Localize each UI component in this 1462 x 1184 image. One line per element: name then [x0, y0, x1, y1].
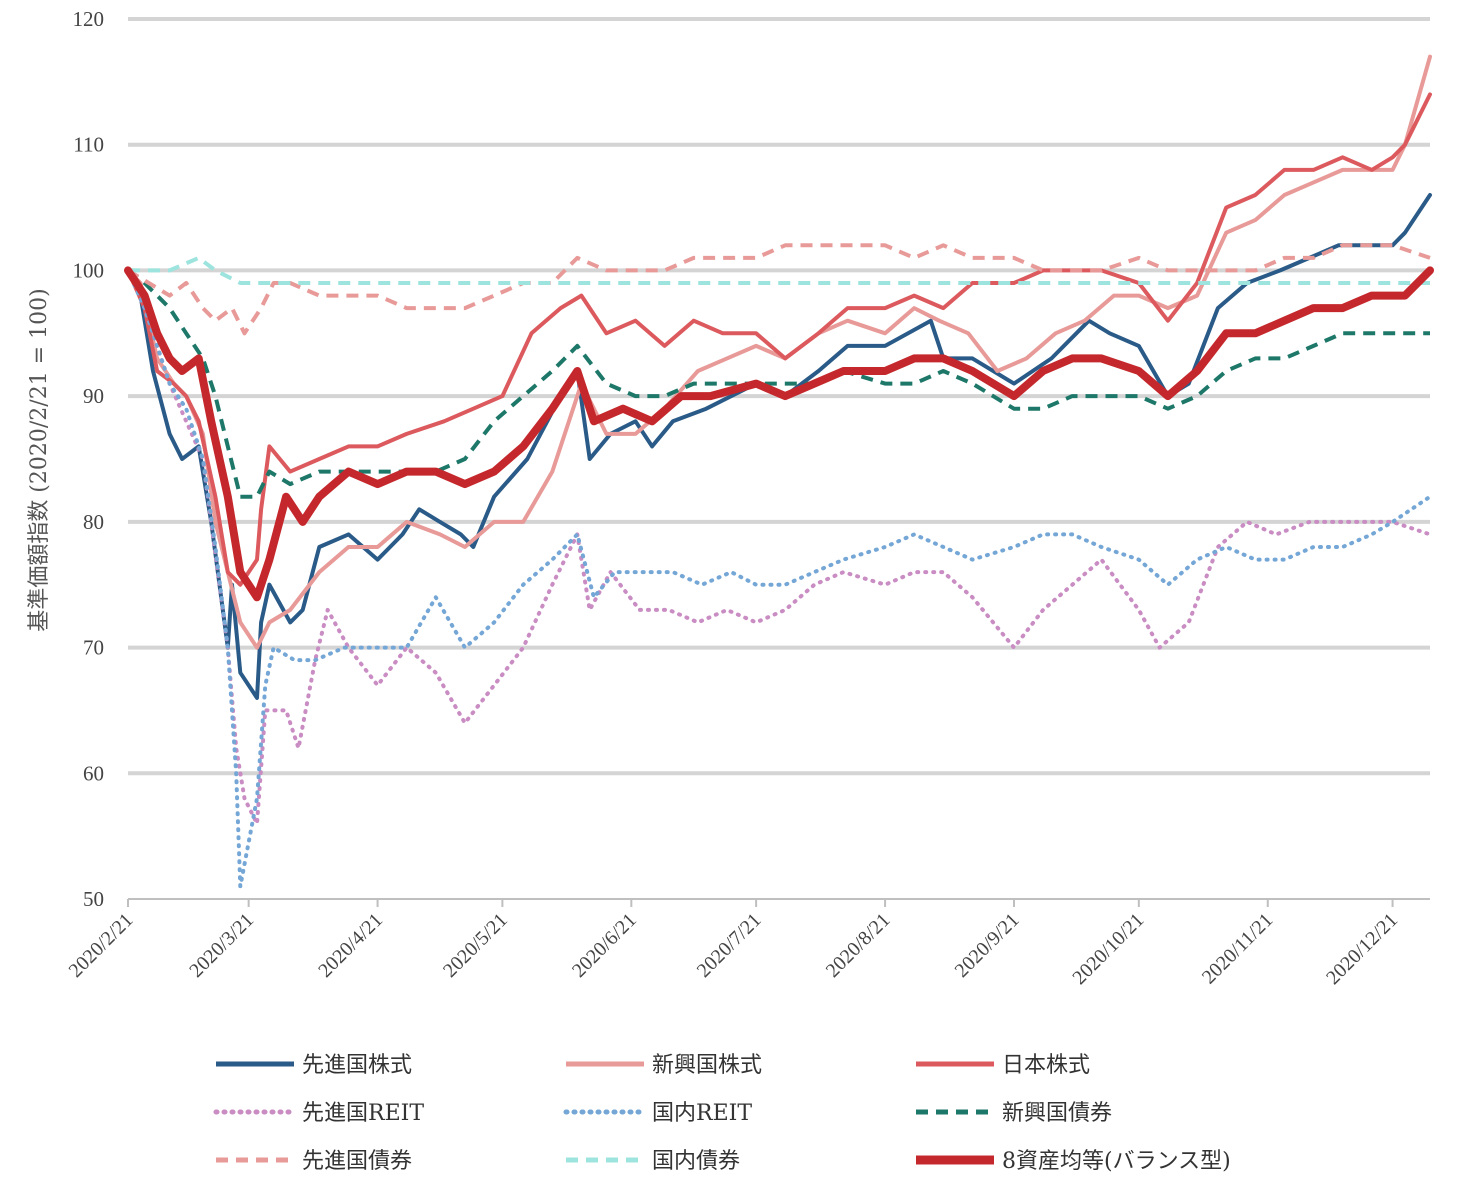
series-line-8: [124, 266, 1434, 602]
series-line-2: [126, 92, 1432, 587]
series-line-7: [128, 255, 1430, 285]
y-tick-label: 120: [73, 7, 105, 31]
legend-label: 新興国債券: [1002, 1101, 1112, 1126]
series-line-1: [126, 54, 1432, 650]
y-axis-ticks: 50 60 70 80 90 100 110 120: [73, 7, 105, 911]
x-axis: 2020/2/21 2020/3/21 2020/4/21 2020/5/21 2020…: [65, 898, 1430, 989]
x-tick-label: 2020/10/21: [1068, 909, 1148, 989]
series-line-3: [126, 268, 1432, 826]
x-tick-label: 2020/7/21: [693, 909, 766, 982]
x-tick-label: 2020/11/21: [1198, 909, 1277, 988]
x-tick-label: 2020/12/21: [1322, 909, 1402, 989]
legend-label: 先進国株式: [302, 1053, 412, 1078]
series-line-4: [126, 268, 1432, 889]
legend-label: 先進国債券: [302, 1149, 412, 1174]
x-tick-label: 2020/4/21: [314, 909, 387, 982]
y-tick-label: 80: [83, 510, 104, 534]
series-lines: [124, 54, 1434, 889]
y-tick-label: 50: [83, 887, 104, 911]
y-tick-label: 110: [73, 133, 104, 157]
y-tick-label: 70: [83, 636, 104, 660]
legend-label: 8資産均等(バランス型): [1002, 1149, 1231, 1174]
legend-label: 先進国REIT: [302, 1101, 424, 1126]
x-tick-label: 2020/3/21: [185, 909, 258, 982]
x-tick-label: 2020/6/21: [568, 909, 641, 982]
x-tick-label: 2020/8/21: [822, 909, 895, 982]
x-tick-label: 2020/2/21: [65, 909, 138, 982]
legend-label: 国内REIT: [652, 1101, 752, 1126]
series-line-6: [126, 243, 1431, 336]
x-tick-label: 2020/9/21: [951, 909, 1024, 982]
x-tick-label: 2020/5/21: [439, 909, 512, 982]
series-line-5: [126, 268, 1430, 499]
y-tick-label: 90: [83, 384, 104, 408]
legend-label: 国内債券: [652, 1149, 740, 1174]
y-tick-label: 100: [73, 258, 105, 282]
y-tick-label: 60: [83, 761, 104, 785]
y-axis-label: 基準価額指数 (2020/2/21 = 100): [27, 288, 52, 631]
legend-label: 新興国株式: [652, 1053, 762, 1078]
legend-label: 日本株式: [1002, 1053, 1090, 1078]
